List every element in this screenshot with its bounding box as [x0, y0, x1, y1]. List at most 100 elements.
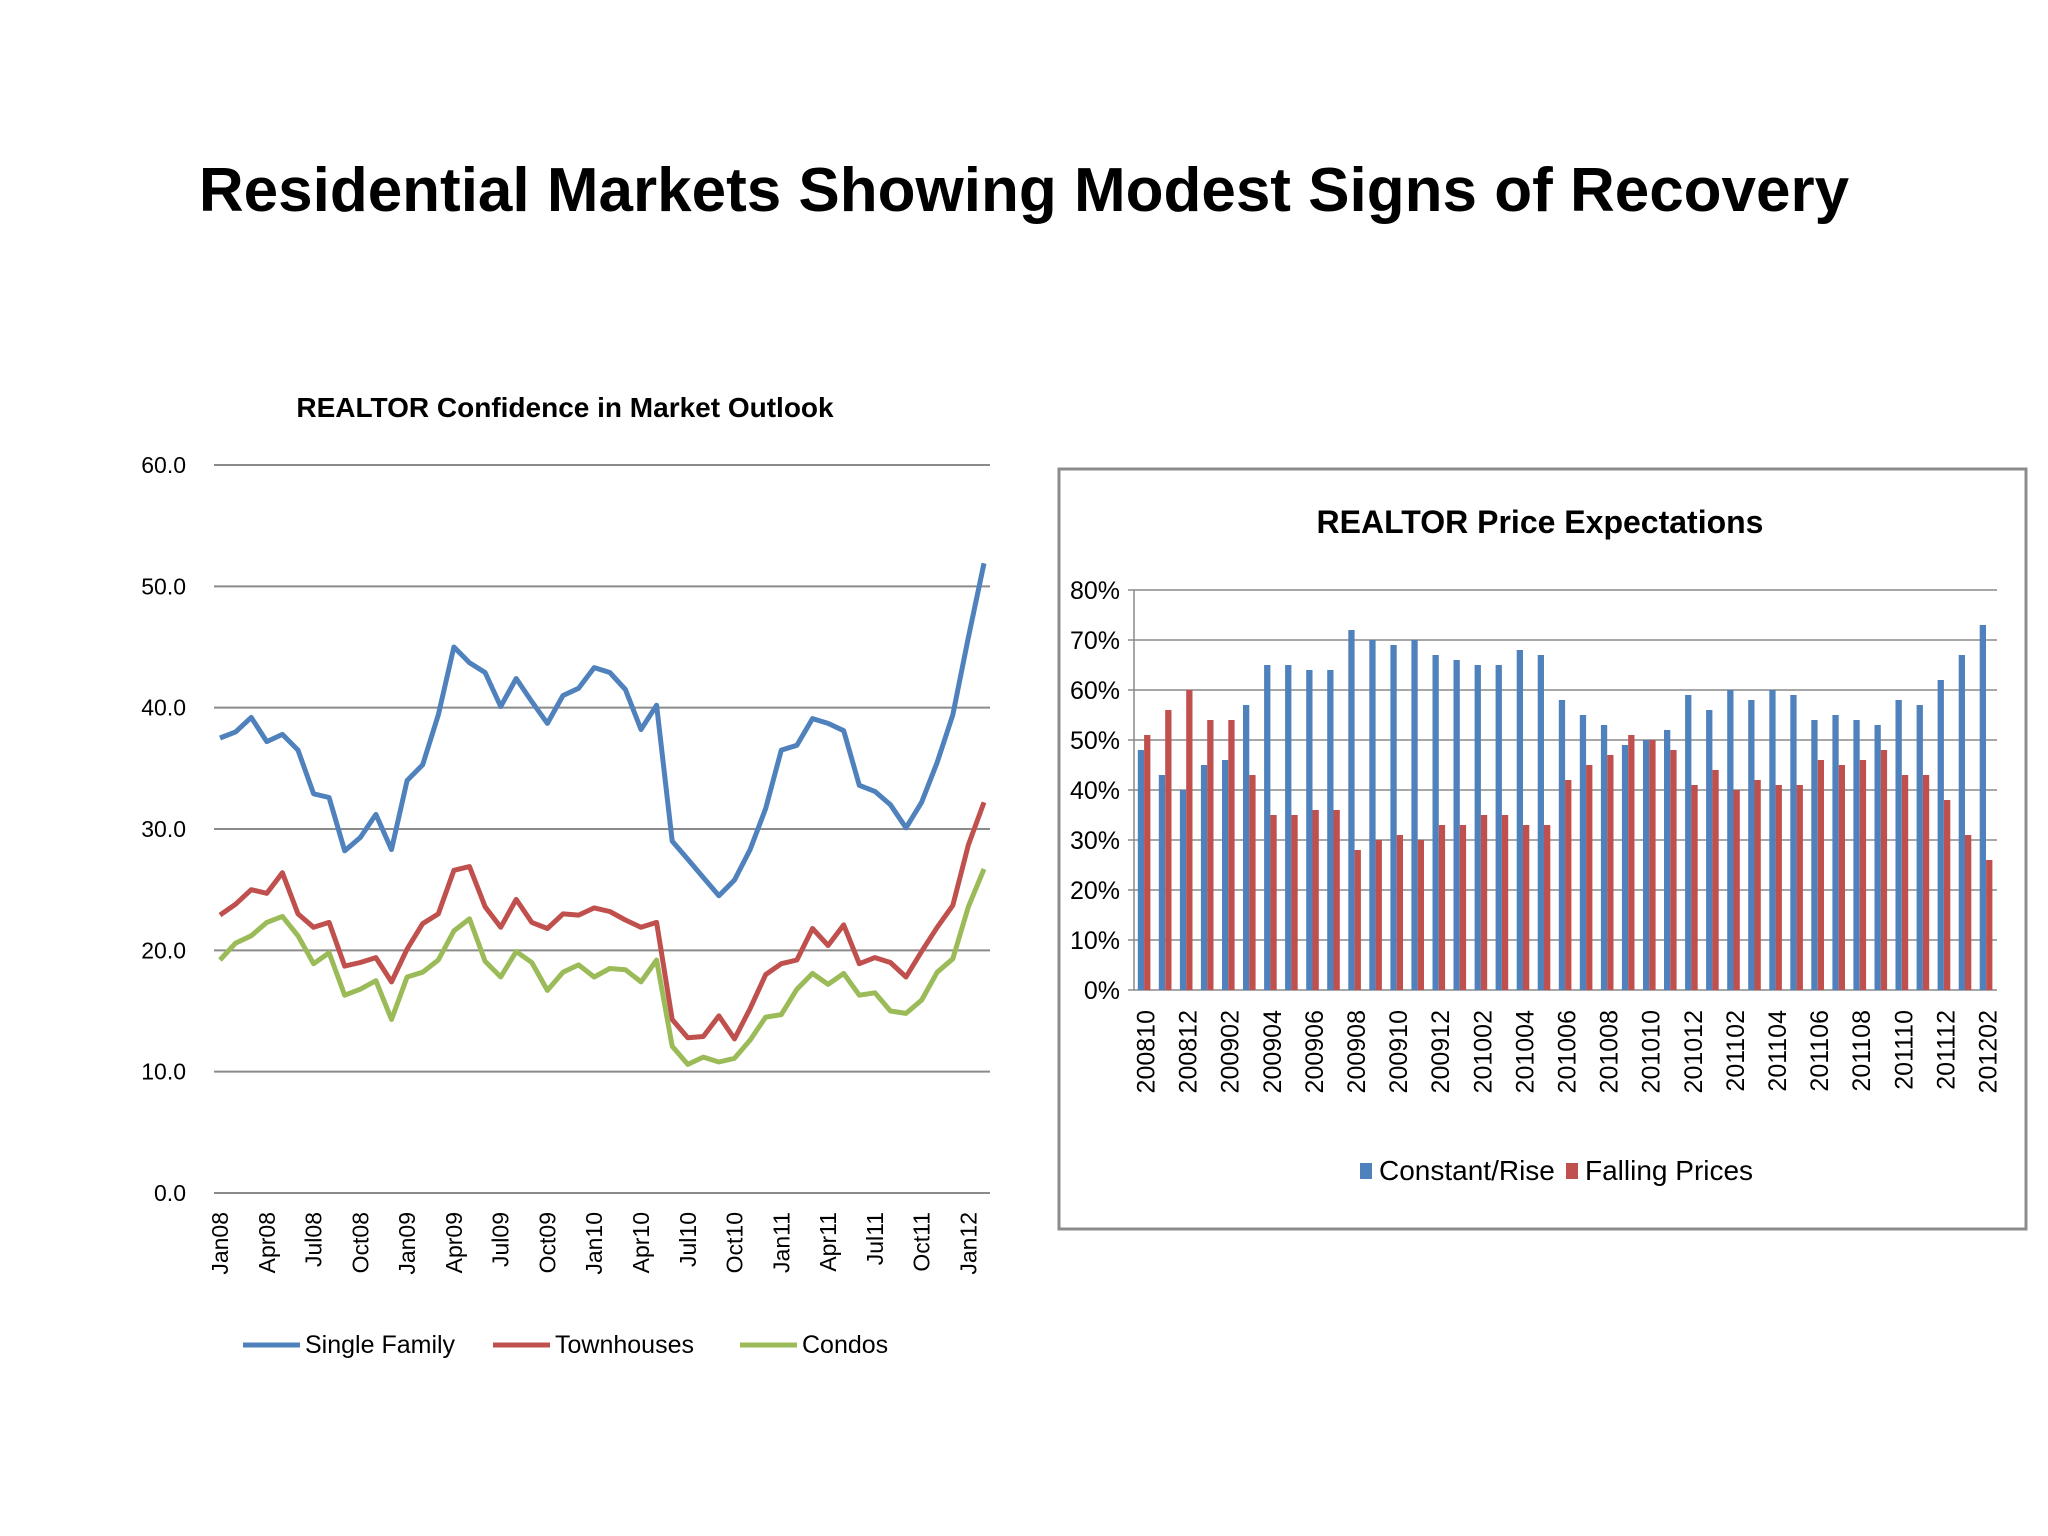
bar-falling-prices [1165, 710, 1172, 990]
x-tick-label: 201004 [1511, 1010, 1539, 1094]
y-tick-label: 10.0 [141, 1059, 186, 1085]
x-tick-label: 200910 [1385, 1010, 1413, 1093]
bar-chart-legend: Constant/Rise Falling Prices [1360, 1155, 1753, 1186]
legend-label: Single Family [305, 1331, 456, 1359]
bar-constant-rise [1495, 665, 1502, 990]
bar-falling-prices [1186, 690, 1193, 990]
bar-constant-rise [1579, 715, 1587, 990]
bar-falling-prices [1270, 815, 1277, 990]
bar-constant-rise [1474, 665, 1481, 990]
bar-falling-prices [1754, 780, 1761, 990]
bar-falling-prices [1965, 835, 1972, 990]
series-line-single-family [219, 562, 987, 899]
bar-constant-rise [1727, 690, 1734, 990]
y-tick-label: 70% [1070, 627, 1120, 655]
legend-swatch [1360, 1163, 1372, 1179]
y-tick-label: 60.0 [141, 452, 186, 478]
bar-chart-title: REALTOR Price Expectations [1317, 504, 1764, 540]
bar-falling-prices [1880, 750, 1888, 990]
series-line-condos [218, 868, 987, 1067]
bar-falling-prices [1859, 760, 1867, 990]
x-tick-label: 201010 [1638, 1010, 1666, 1093]
x-tick-label: Jan12 [955, 1212, 981, 1275]
x-tick-label: 201202 [1975, 1010, 2003, 1093]
bar-constant-rise [1643, 740, 1650, 990]
bar-falling-prices [1901, 775, 1909, 990]
bar-constant-rise [1558, 700, 1566, 990]
x-tick-label: Jan08 [207, 1212, 233, 1275]
bar-constant-rise [1285, 665, 1292, 990]
bar-constant-rise [1748, 700, 1755, 990]
x-tick-label: 200912 [1427, 1010, 1455, 1093]
bar-falling-prices [1249, 775, 1256, 990]
x-tick-label: Apr08 [254, 1212, 280, 1273]
bar-falling-prices [1817, 760, 1824, 990]
x-tick-label: Jul10 [675, 1212, 701, 1267]
bar-constant-rise [1453, 660, 1460, 990]
bar-constant-rise [1916, 705, 1923, 990]
bar-falling-prices [1565, 780, 1572, 990]
bar-falling-prices [1144, 735, 1151, 990]
bar-falling-prices [1986, 860, 1993, 990]
bar-falling-prices [1922, 775, 1930, 990]
bar-constant-rise [1790, 695, 1797, 990]
y-tick-label: 10% [1070, 927, 1120, 955]
x-tick-label: 201008 [1596, 1010, 1624, 1093]
bar-constant-rise [1937, 680, 1944, 990]
bar-chart-bars [1137, 625, 1993, 990]
bar-falling-prices [1354, 850, 1361, 990]
y-tick-label: 30% [1070, 827, 1120, 855]
x-tick-label: 200810 [1133, 1010, 1161, 1093]
bar-falling-prices [1417, 840, 1424, 990]
bar-falling-prices [1670, 750, 1677, 990]
y-tick-label: 0.0 [154, 1180, 186, 1206]
line-chart-legend: Single Family Townhouses Condos [243, 1331, 888, 1359]
bar-falling-prices [1375, 840, 1382, 990]
bar-falling-prices [1649, 740, 1656, 990]
legend-label: Falling Prices [1585, 1155, 1753, 1186]
bar-falling-prices [1586, 765, 1593, 990]
x-tick-label: 201108 [1848, 1010, 1876, 1092]
x-tick-label: 201110 [1890, 1010, 1918, 1090]
line-chart-series [218, 562, 987, 1067]
bar-falling-prices [1501, 815, 1509, 990]
bar-falling-prices [1944, 800, 1951, 990]
bar-falling-prices [1228, 720, 1235, 990]
line-chart-title: REALTOR Confidence in Market Outlook [296, 392, 834, 423]
confidence-line-chart: REALTOR Confidence in Market Outlook 0.0… [141, 392, 990, 1359]
y-tick-label: 80% [1070, 577, 1120, 605]
bar-falling-prices [1838, 765, 1845, 990]
bar-falling-prices [1523, 825, 1530, 990]
series-line-townhouses [218, 801, 987, 1042]
bar-constant-rise [1411, 640, 1418, 990]
legend-label: Constant/Rise [1379, 1155, 1555, 1186]
bar-falling-prices [1733, 790, 1740, 990]
bar-constant-rise [1600, 725, 1608, 990]
x-tick-label: Oct11 [909, 1212, 935, 1272]
bar-constant-rise [1306, 670, 1313, 990]
legend-label: Townhouses [555, 1331, 694, 1359]
bar-falling-prices [1480, 815, 1488, 990]
x-tick-label: 201106 [1806, 1010, 1834, 1092]
bar-constant-rise [1537, 655, 1544, 990]
line-chart-gridlines [214, 464, 990, 1194]
bar-constant-rise [1874, 725, 1881, 990]
y-tick-label: 20.0 [141, 937, 186, 963]
bar-constant-rise [1769, 690, 1776, 990]
x-tick-label: 201006 [1554, 1010, 1582, 1093]
bar-falling-prices [1691, 785, 1698, 990]
x-tick-label: Apr11 [815, 1212, 841, 1272]
y-tick-label: 50.0 [141, 573, 186, 599]
y-tick-label: 40% [1070, 777, 1120, 805]
bar-falling-prices [1775, 785, 1782, 990]
x-tick-label: Jan10 [581, 1212, 607, 1275]
line-chart-x-axis: Jan08 Apr08 Jul08 Oct08 Jan09 Apr09 Jul09 Oct09… [207, 1212, 981, 1275]
bar-falling-prices [1207, 720, 1214, 990]
bar-falling-prices [1396, 835, 1403, 990]
bar-constant-rise [1222, 760, 1229, 990]
x-tick-label: Jan09 [394, 1212, 420, 1275]
y-tick-label: 60% [1070, 677, 1120, 705]
bar-constant-rise [1811, 720, 1818, 990]
y-tick-label: 0% [1084, 977, 1120, 1005]
bar-constant-rise [1390, 645, 1397, 990]
